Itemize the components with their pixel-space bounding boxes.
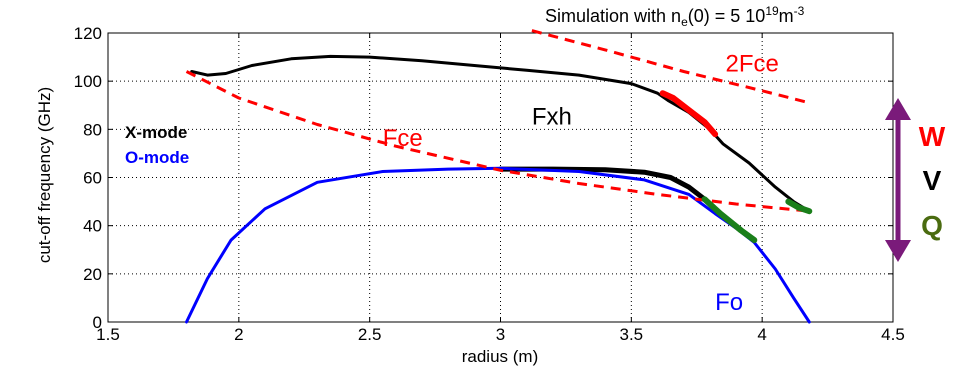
series-line-fce: [185, 70, 810, 213]
x-tick-label: 3.5: [620, 325, 644, 344]
y-tick-label: 60: [83, 169, 102, 188]
labels: Fxh Fce 2Fce Fo: [383, 51, 779, 316]
legend-entry-o-mode: O-mode: [125, 148, 189, 167]
y-tick-label: 80: [83, 120, 102, 139]
band-label-v: V: [923, 165, 942, 196]
band-arrow-head-up: [885, 98, 911, 120]
band-highlight-q-2: [785, 198, 813, 215]
x-tick-label: 2: [234, 325, 243, 344]
ticks: 1.5 2 2.5 3 3.5 4 4.5 0 20 40 60 80 100 120: [74, 24, 905, 344]
band-label-q: Q: [921, 210, 943, 241]
band-highlight-q-1: [701, 196, 758, 244]
curve-label-2fce: 2Fce: [726, 51, 779, 78]
y-axis-label: cut-off frequency (GHz): [35, 87, 54, 263]
x-tick-label: 4.5: [881, 325, 905, 344]
curve-label-fce: Fce: [383, 125, 423, 152]
highlights: [659, 90, 813, 244]
title-sup1: 19: [765, 4, 779, 18]
x-axis-label: radius (m): [462, 347, 539, 366]
y-tick-label: 100: [74, 72, 102, 91]
title-sup2: -3: [794, 4, 805, 18]
y-tick-label: 0: [93, 313, 102, 332]
y-tick-label: 20: [83, 265, 102, 284]
x-tick-label: 1.5: [96, 325, 120, 344]
title-sub: e: [681, 15, 688, 29]
chart-title: Simulation with ne(0) = 5 1019m-3: [545, 4, 805, 29]
series-line-fxh: [190, 54, 811, 213]
x-tick-label: 4: [757, 325, 766, 344]
title-prefix: Simulation with n: [545, 6, 681, 26]
band-label-w: W: [919, 121, 946, 152]
title-unit: m: [779, 6, 794, 26]
legend: X-mode O-mode: [125, 123, 189, 167]
curve-label-fxh: Fxh: [532, 104, 572, 131]
series-line-2fce: [531, 29, 810, 105]
x-tick-label: 3: [496, 325, 505, 344]
grid: [108, 33, 893, 322]
curve-label-fo: Fo: [715, 289, 743, 316]
series-line-x-mode-lower: [498, 166, 757, 243]
band-indicator: WVQ: [885, 98, 946, 262]
y-tick-label: 120: [74, 24, 102, 43]
x-tick-label: 2.5: [358, 325, 382, 344]
band-highlight-w-0: [659, 90, 719, 138]
y-tick-label: 40: [83, 217, 102, 236]
title-mid: (0) = 5 10: [688, 6, 766, 26]
band-arrow-head-down: [885, 240, 911, 262]
curves: [185, 29, 811, 324]
legend-entry-x-mode: X-mode: [125, 123, 187, 142]
series-line-fo: [185, 166, 811, 324]
